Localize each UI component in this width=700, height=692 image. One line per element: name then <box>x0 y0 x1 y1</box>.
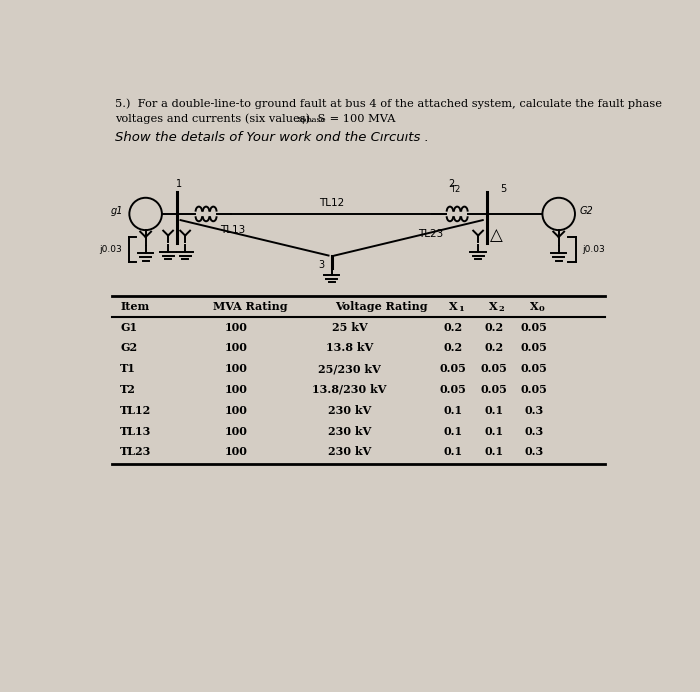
Text: 100: 100 <box>225 446 248 457</box>
Text: 100: 100 <box>225 343 248 354</box>
Text: 25/230 kV: 25/230 kV <box>318 363 381 374</box>
Text: X: X <box>530 301 538 312</box>
Text: T1: T1 <box>120 363 136 374</box>
Text: 0.1: 0.1 <box>444 405 463 416</box>
Text: 100: 100 <box>225 322 248 333</box>
Text: 0.1: 0.1 <box>484 405 503 416</box>
Text: 25 kV: 25 kV <box>332 322 368 333</box>
Text: 0.2: 0.2 <box>444 322 463 333</box>
Text: Voltage Rating: Voltage Rating <box>335 301 428 312</box>
Text: G2: G2 <box>120 343 137 354</box>
Text: 0.1: 0.1 <box>444 446 463 457</box>
Text: = 100 MVA: = 100 MVA <box>326 114 396 124</box>
Text: 13.8/230 kV: 13.8/230 kV <box>312 384 386 395</box>
Text: 0.05: 0.05 <box>440 363 467 374</box>
Text: Show the detaıls of Your work ond the Cırcuıts .: Show the detaıls of Your work ond the Cı… <box>115 131 428 144</box>
Text: TL12: TL12 <box>120 405 151 416</box>
Text: 0.1: 0.1 <box>444 426 463 437</box>
Text: G1: G1 <box>120 322 137 333</box>
Text: j0.03: j0.03 <box>99 245 122 254</box>
Text: MVA Rating: MVA Rating <box>213 301 288 312</box>
Text: voltages and currents (six values). S: voltages and currents (six values). S <box>115 114 325 125</box>
Text: 0.05: 0.05 <box>521 343 547 354</box>
Text: 0: 0 <box>539 305 545 313</box>
Text: T2: T2 <box>451 185 461 194</box>
Text: 0.05: 0.05 <box>480 363 507 374</box>
Text: 230 kV: 230 kV <box>328 446 371 457</box>
Text: j0.03: j0.03 <box>582 245 605 254</box>
Text: 5.)  For a double-line-to ground fault at bus 4 of the attached system, calculat: 5.) For a double-line-to ground fault at… <box>115 98 662 109</box>
Text: TL12: TL12 <box>319 198 344 208</box>
Text: T2: T2 <box>120 384 136 395</box>
Text: 0.3: 0.3 <box>524 446 543 457</box>
Text: 0.1: 0.1 <box>484 446 503 457</box>
Text: 2: 2 <box>498 305 504 313</box>
Text: 100: 100 <box>225 384 248 395</box>
Text: TL23: TL23 <box>418 229 444 239</box>
Text: 0.05: 0.05 <box>521 322 547 333</box>
Text: 0.05: 0.05 <box>480 384 507 395</box>
Text: 1: 1 <box>176 179 182 189</box>
Text: TL13: TL13 <box>220 225 245 235</box>
Text: Item: Item <box>120 301 149 312</box>
Text: G2: G2 <box>580 206 594 216</box>
Text: 2: 2 <box>449 179 455 189</box>
Text: X: X <box>489 301 498 312</box>
Text: TL13: TL13 <box>120 426 151 437</box>
Text: 100: 100 <box>225 363 248 374</box>
Text: X: X <box>449 301 458 312</box>
Text: 0.3: 0.3 <box>524 426 543 437</box>
Text: 230 kV: 230 kV <box>328 405 371 416</box>
Text: 1: 1 <box>458 305 464 313</box>
Text: △: △ <box>489 226 503 244</box>
Text: 0.3: 0.3 <box>524 405 543 416</box>
Text: 100: 100 <box>225 426 248 437</box>
Text: 3ϕbase: 3ϕbase <box>295 116 326 124</box>
Text: 230 kV: 230 kV <box>328 426 371 437</box>
Text: 0.05: 0.05 <box>521 363 547 374</box>
Text: 0.2: 0.2 <box>484 343 503 354</box>
Text: 5: 5 <box>500 183 507 194</box>
Text: 3: 3 <box>318 260 325 270</box>
Text: 100: 100 <box>225 405 248 416</box>
Text: 0.05: 0.05 <box>521 384 547 395</box>
Text: 0.2: 0.2 <box>444 343 463 354</box>
Text: TL23: TL23 <box>120 446 151 457</box>
Text: 13.8 kV: 13.8 kV <box>326 343 373 354</box>
Text: 0.2: 0.2 <box>484 322 503 333</box>
Text: 0.05: 0.05 <box>440 384 467 395</box>
Text: 0.1: 0.1 <box>484 426 503 437</box>
Text: g1: g1 <box>111 206 123 216</box>
